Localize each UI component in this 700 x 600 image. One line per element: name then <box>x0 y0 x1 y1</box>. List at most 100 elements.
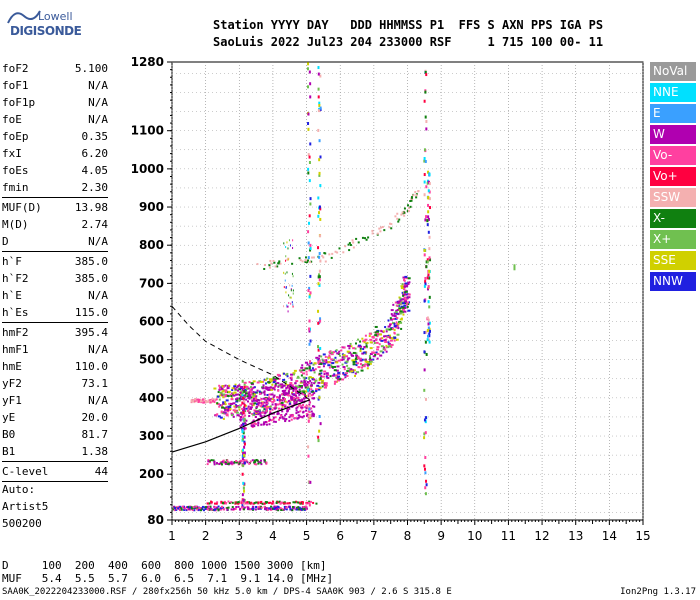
echo-point <box>393 312 396 315</box>
echo-point <box>248 412 251 415</box>
echo-point <box>285 246 287 249</box>
echo-point <box>191 509 194 512</box>
echo-point <box>376 330 380 333</box>
echo-point <box>259 501 262 504</box>
echo-point <box>236 393 240 396</box>
echo-point <box>346 358 349 361</box>
echo-point <box>320 372 323 375</box>
echo-point <box>359 340 362 343</box>
echo-point <box>328 366 331 369</box>
echo-point <box>389 323 392 326</box>
echo-point <box>175 506 178 509</box>
echo-point <box>309 261 312 264</box>
echo-point <box>242 416 245 419</box>
echo-point <box>292 289 294 292</box>
echo-point <box>297 399 301 402</box>
param-name: MUF(D) <box>2 201 42 214</box>
echo-point <box>266 393 269 396</box>
echo-point <box>338 350 341 353</box>
profile-solid-line <box>171 399 311 453</box>
echo-point <box>325 372 329 375</box>
echo-point <box>425 185 428 189</box>
header-line2: SaoLuis 2022 Jul23 204 233000 RSF 1 715 … <box>213 35 604 49</box>
echo-point <box>253 386 256 389</box>
echo-point <box>311 378 314 381</box>
echo-point <box>344 376 347 379</box>
echo-point <box>226 408 230 411</box>
echo-point <box>317 360 320 364</box>
echo-point <box>206 400 209 403</box>
echo-point <box>387 342 391 345</box>
echo-point <box>275 377 279 380</box>
echo-point <box>263 459 266 462</box>
echo-point <box>300 370 303 373</box>
x-tick-label: 5 <box>303 529 311 543</box>
echo-point <box>304 506 307 509</box>
echo-point <box>402 211 405 214</box>
echo-point <box>307 127 310 131</box>
echo-point <box>302 411 305 414</box>
echo-point <box>328 351 332 354</box>
echo-point <box>319 377 322 381</box>
echo-point <box>253 459 256 462</box>
x-tick-label: 11 <box>501 529 516 543</box>
echo-point <box>278 260 281 263</box>
echo-point <box>349 345 353 348</box>
echo-point <box>318 101 321 105</box>
echo-point <box>308 369 311 372</box>
echo-point <box>390 227 393 230</box>
echo-point <box>333 373 336 376</box>
echo-point <box>227 461 230 464</box>
echo-point <box>347 243 350 246</box>
echo-point <box>308 293 311 297</box>
echo-point <box>384 348 387 351</box>
echo-point <box>319 184 322 188</box>
echo-point <box>260 506 263 509</box>
echo-point <box>379 337 382 340</box>
echo-point <box>294 394 297 397</box>
echo-point <box>285 373 288 376</box>
echo-point <box>258 505 261 508</box>
echo-point <box>240 385 244 388</box>
echo-point <box>415 193 418 196</box>
echo-point <box>242 481 245 485</box>
echo-point <box>292 275 294 278</box>
echo-point <box>359 363 362 366</box>
echo-point <box>317 95 320 99</box>
echo-point <box>243 381 247 384</box>
echo-point <box>304 261 307 264</box>
echo-point <box>303 507 306 510</box>
logo-line1: Lowell <box>38 10 73 23</box>
param-row: hmE 110.0 <box>2 358 108 375</box>
echo-point <box>260 403 263 406</box>
echo-point <box>378 333 382 336</box>
echo-point <box>385 328 389 331</box>
echo-point <box>300 392 303 395</box>
echo-point <box>415 196 418 199</box>
echo-point <box>428 197 431 201</box>
echo-point <box>247 508 250 511</box>
echo-point <box>300 380 303 383</box>
echo-point <box>318 386 322 389</box>
echo-point <box>318 275 321 279</box>
echo-point <box>395 309 398 312</box>
echo-point <box>265 407 268 410</box>
echo-point <box>343 368 346 371</box>
echo-point <box>428 321 431 325</box>
echo-point <box>319 155 322 159</box>
echo-point <box>259 405 262 408</box>
echo-point <box>224 403 227 406</box>
echo-point <box>281 405 284 408</box>
echo-point <box>245 398 248 401</box>
y-tick-label: 1280 <box>131 55 164 69</box>
echo-point <box>258 409 261 412</box>
echo-point <box>424 280 427 284</box>
echo-point <box>281 399 284 402</box>
echo-point <box>220 505 223 508</box>
echo-point <box>260 416 263 419</box>
echo-point <box>324 260 327 263</box>
echo-point <box>347 344 350 347</box>
echo-point <box>387 334 390 337</box>
y-tick-label: 1000 <box>131 162 164 176</box>
echo-point <box>313 382 316 385</box>
